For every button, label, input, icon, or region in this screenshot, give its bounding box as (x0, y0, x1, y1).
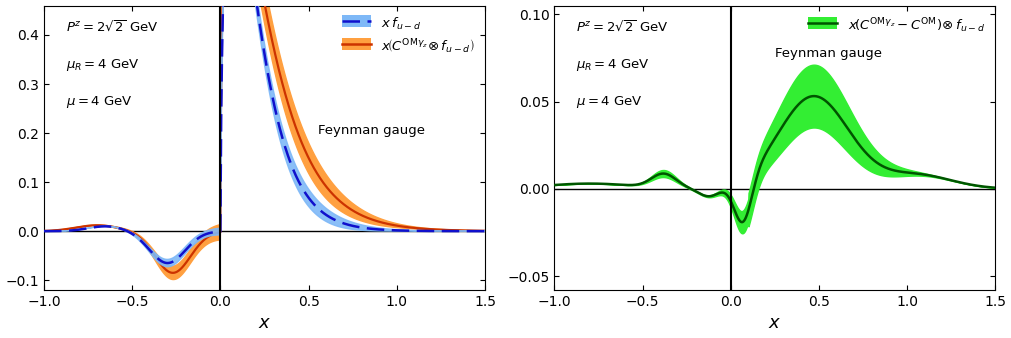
Text: $\mu_R = 4$ GeV: $\mu_R = 4$ GeV (66, 57, 140, 73)
Text: $\mu = 4$ GeV: $\mu = 4$ GeV (66, 94, 132, 110)
Text: $P^z = 2\sqrt{2}$ GeV: $P^z = 2\sqrt{2}$ GeV (576, 20, 668, 35)
Text: $\mu = 4$ GeV: $\mu = 4$ GeV (576, 94, 643, 110)
Legend: $x\!\left(C^{{\rm OM}\gamma_z} - C^{{\rm OM}}\right)\!\otimes f_{u-d}$: $x\!\left(C^{{\rm OM}\gamma_z} - C^{{\rm… (804, 12, 988, 39)
Text: $P^z = 2\sqrt{2}$ GeV: $P^z = 2\sqrt{2}$ GeV (66, 20, 159, 35)
X-axis label: $x$: $x$ (258, 314, 271, 333)
Text: Feynman gauge: Feynman gauge (317, 124, 424, 137)
Text: Feynman gauge: Feynman gauge (774, 47, 881, 60)
Text: $\mu_R = 4$ GeV: $\mu_R = 4$ GeV (576, 57, 649, 73)
X-axis label: $x$: $x$ (767, 314, 780, 333)
Legend: $x\,f_{u-d}$, $x\!\left(C^{{\rm OM}\gamma_z}\!\otimes f_{u-d}\right)$: $x\,f_{u-d}$, $x\!\left(C^{{\rm OM}\gamm… (338, 12, 478, 60)
